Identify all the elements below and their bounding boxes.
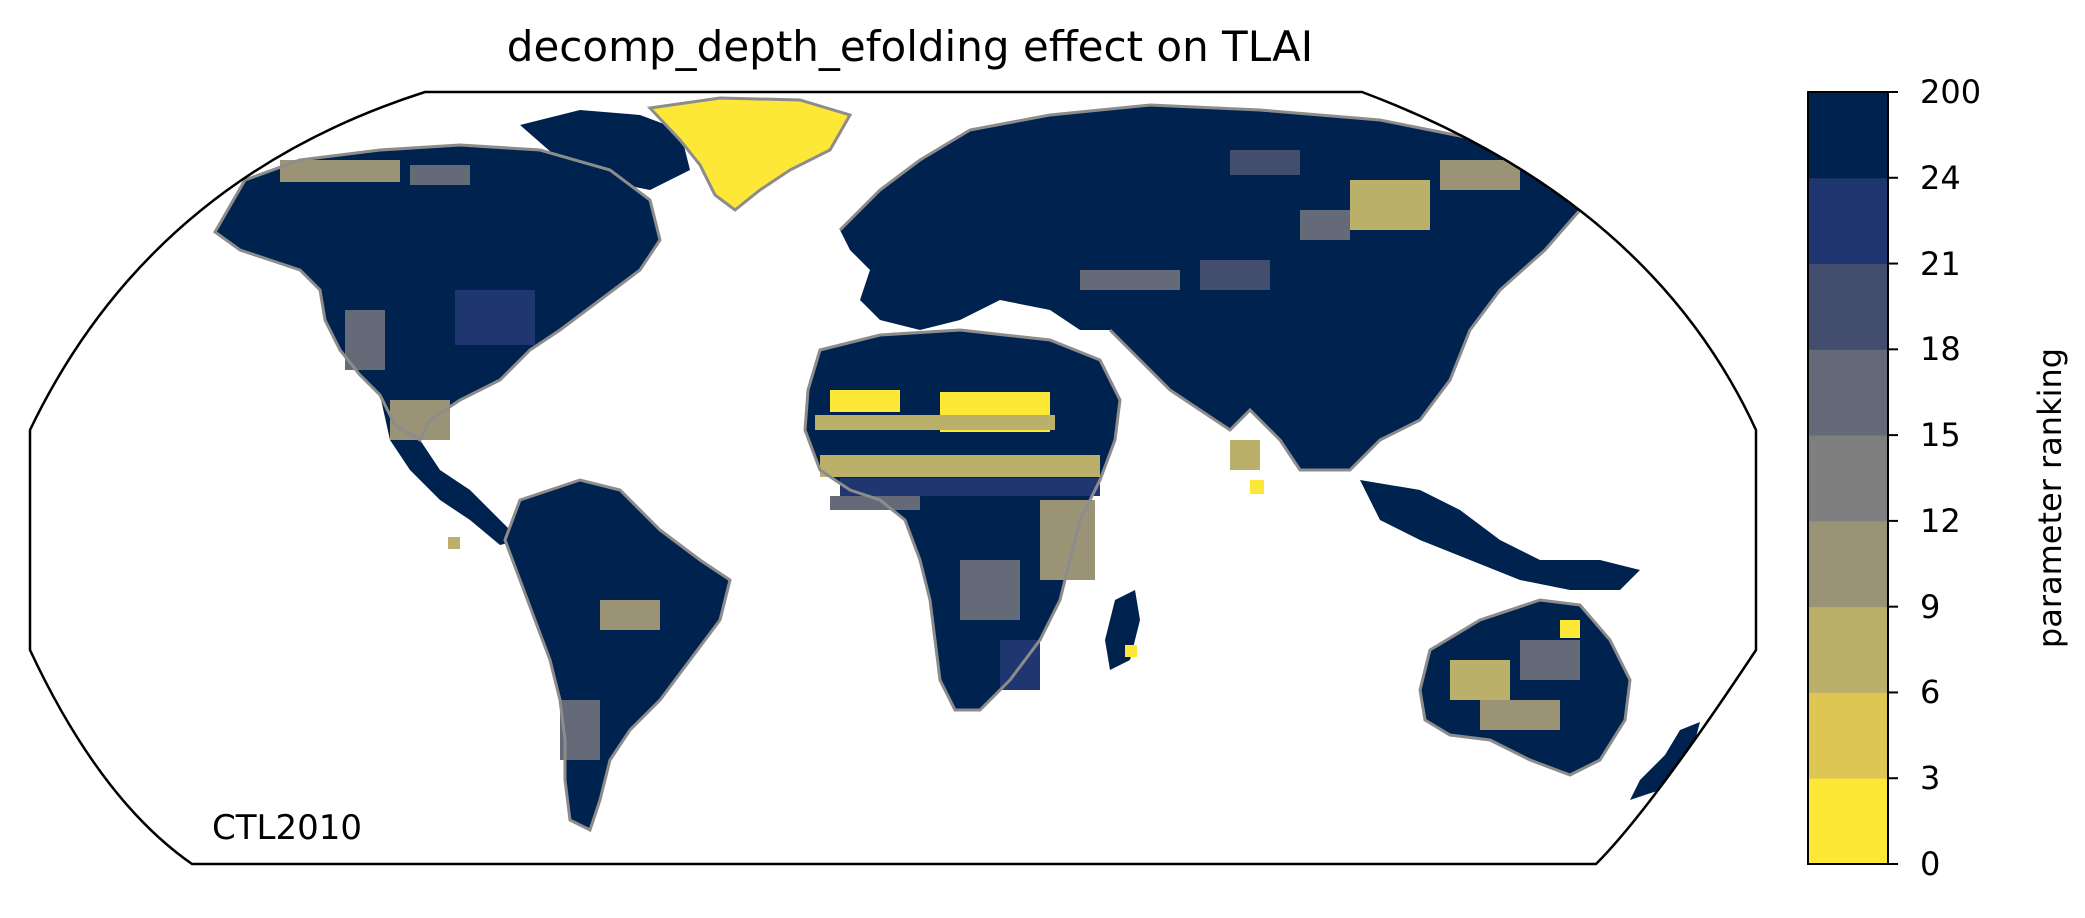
south-america-landmass <box>505 480 730 830</box>
central-america-landmass <box>380 395 520 545</box>
map-title: decomp_depth_efolding effect on TLAI <box>506 22 1314 71</box>
india-cell <box>1230 440 1260 470</box>
map-boundary <box>28 90 1758 866</box>
colorbar-frame <box>1807 91 1889 865</box>
greenland-landmass <box>650 98 850 210</box>
coastlines <box>213 96 1632 833</box>
southeast-asia-islands <box>1360 480 1640 590</box>
run-label: CTL2010 <box>212 808 362 848</box>
south-america-cell <box>560 700 600 760</box>
small-cell <box>448 537 460 549</box>
central-asia-cell <box>1080 270 1180 290</box>
australia-cell <box>1480 700 1560 730</box>
colorbar-tick-label: 21 <box>1920 244 1961 283</box>
colorbar-segment <box>1808 692 1888 779</box>
sahel-cell <box>840 478 1100 496</box>
colorbar <box>1808 91 1898 865</box>
colorbar-tick-label: 6 <box>1920 673 1941 712</box>
colorbar-tick-label: 12 <box>1920 501 1961 540</box>
colorbar-tick-label: 200 <box>1920 73 1982 111</box>
australia-cell <box>1520 640 1580 680</box>
australia-cell <box>1560 620 1580 638</box>
us-west-cell <box>345 310 385 370</box>
colorbar-segment <box>1808 778 1888 865</box>
sahara-cell <box>815 415 1055 430</box>
siberia-cell <box>1440 160 1520 190</box>
colorbar-tick-label: 24 <box>1920 158 1961 197</box>
madagascar <box>1105 590 1140 670</box>
colorbar-tick-label: 18 <box>1920 330 1961 369</box>
sahel-cell <box>820 455 1100 477</box>
colorbar-tick-label: 3 <box>1920 759 1941 798</box>
south-america-cell <box>600 600 660 630</box>
siberia-cell <box>1300 210 1350 240</box>
central-asia-cell <box>1200 260 1270 290</box>
north-america-landmass <box>215 145 660 440</box>
colorbar-label: parameter ranking <box>2031 347 2069 649</box>
sahel-cell <box>830 496 920 510</box>
siberia-cell <box>1350 180 1430 230</box>
arctic-cell <box>280 160 400 182</box>
arctic-cell <box>410 165 470 185</box>
colorbar-tick-label: 9 <box>1920 587 1941 626</box>
colorbar-segment <box>1808 263 1888 350</box>
small-cell <box>1125 645 1137 657</box>
east-africa-cell <box>960 560 1020 620</box>
australia-cell <box>1450 660 1510 700</box>
colorbar-segment <box>1808 92 1888 179</box>
colorbar-segment <box>1808 606 1888 693</box>
colorbar-tick-label: 15 <box>1920 416 1961 455</box>
colorbar-segment <box>1808 349 1888 436</box>
small-cell <box>1250 480 1264 494</box>
siberia-cell <box>1230 150 1300 175</box>
colorbar-segment <box>1808 435 1888 522</box>
new-zealand <box>1630 722 1700 800</box>
colorbar-segment <box>1808 177 1888 265</box>
colorbar-segment <box>1808 520 1888 608</box>
sahara-cell <box>830 390 900 412</box>
ranking-overlays <box>280 150 1580 760</box>
us-central-cell <box>455 290 535 345</box>
colorbar-tick-label: 0 <box>1920 845 1941 883</box>
mexico-cell <box>390 400 450 440</box>
arctic-islands <box>520 110 690 190</box>
